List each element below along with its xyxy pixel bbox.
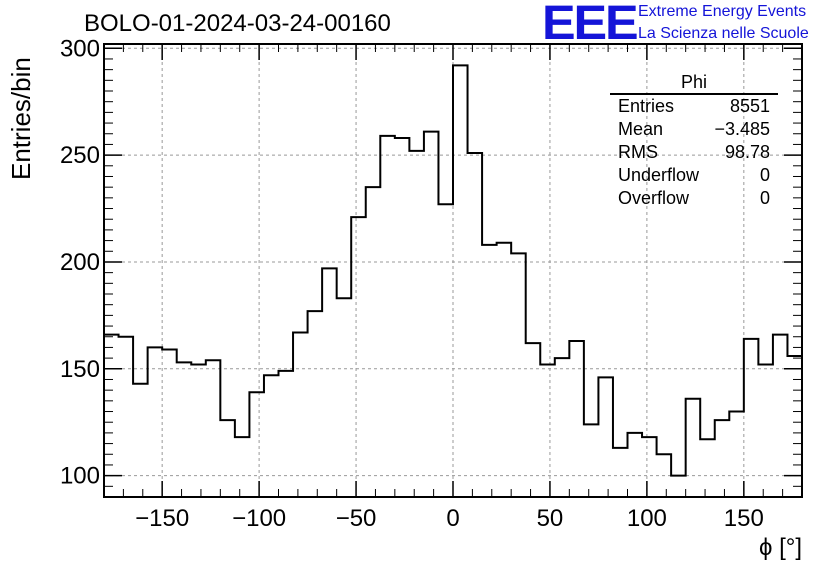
- stats-value: 8551: [729, 96, 770, 116]
- x-tick-labels: −150 −100 −50 0 50 100 150: [135, 505, 764, 532]
- stats-value: 0: [759, 188, 770, 208]
- stats-label: Overflow: [618, 188, 690, 208]
- stats-row: Entries 8551: [610, 95, 778, 118]
- histogram-line: [104, 64, 803, 477]
- x-tick-label: 0: [446, 505, 459, 532]
- logo-line-2: La Scienza nelle Scuole: [638, 25, 809, 42]
- y-tick-label: 300: [60, 35, 100, 62]
- stats-row: RMS 98.78: [610, 141, 778, 164]
- stats-box: Phi Entries 8551 Mean −3.485 RMS 98.78 Unde…: [610, 72, 778, 210]
- x-tick-label: 150: [724, 505, 764, 532]
- stats-row: Overflow 0: [610, 187, 778, 210]
- stats-label: Entries: [618, 96, 675, 116]
- x-tick-label: −150: [135, 505, 189, 532]
- x-tick-label: 100: [627, 505, 667, 532]
- chart-title: BOLO-01-2024-03-24-00160: [84, 10, 391, 37]
- y-tick-label: 200: [60, 249, 100, 276]
- x-axis-label: ϕ [°]: [758, 534, 802, 561]
- y-tick-labels: 100 150 200 250 300: [60, 35, 100, 489]
- eee-logo: EEE: [542, 0, 639, 50]
- stats-label: Underflow: [618, 165, 700, 185]
- logo-line-1: Extreme Energy Events: [638, 3, 807, 20]
- x-tick-label: −100: [232, 505, 286, 532]
- stats-title: Phi: [610, 72, 778, 95]
- y-tick-label: 150: [60, 356, 100, 383]
- x-tick-label: 50: [537, 505, 564, 532]
- stats-value: 98.78: [724, 142, 770, 162]
- axis-ticks: [103, 44, 803, 497]
- stats-row: Underflow 0: [610, 164, 778, 187]
- y-tick-label: 250: [60, 142, 100, 169]
- stats-value: 0: [759, 165, 770, 185]
- y-axis-label: Entries/bin: [6, 57, 36, 180]
- stats-label: RMS: [618, 142, 658, 162]
- stats-value: −3.485: [714, 119, 770, 139]
- y-tick-label: 100: [60, 463, 100, 490]
- x-tick-label: −50: [336, 505, 377, 532]
- stats-label: Mean: [618, 119, 664, 139]
- stats-row: Mean −3.485: [610, 118, 778, 141]
